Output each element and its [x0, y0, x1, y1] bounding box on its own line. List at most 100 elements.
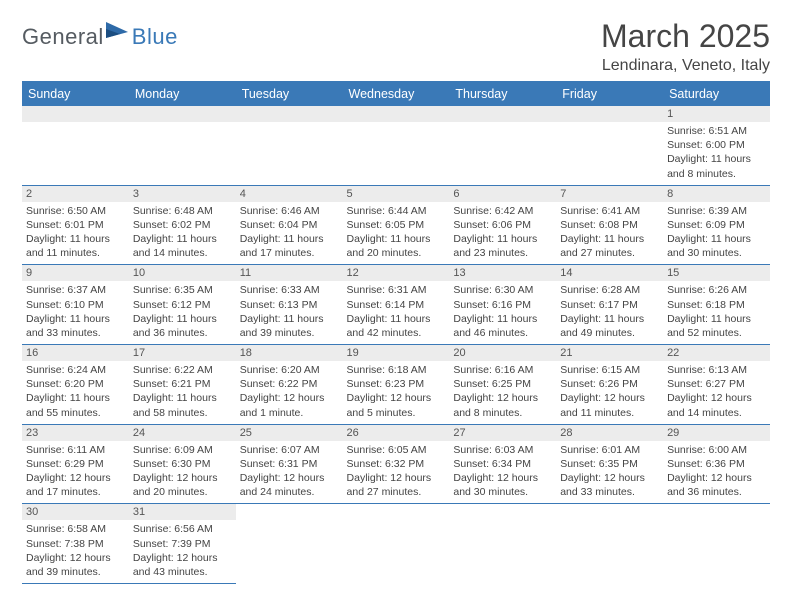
day-number-empty	[556, 106, 663, 122]
sunrise-text: Sunrise: 6:42 AM	[453, 204, 552, 218]
day-number: 19	[343, 345, 450, 361]
day-details: Sunrise: 6:20 AMSunset: 6:22 PMDaylight:…	[236, 363, 343, 424]
calendar-cell	[343, 106, 450, 185]
sunset-text: Sunset: 6:32 PM	[347, 457, 446, 471]
day-details: Sunrise: 6:35 AMSunset: 6:12 PMDaylight:…	[129, 283, 236, 344]
day-details: Sunrise: 6:24 AMSunset: 6:20 PMDaylight:…	[22, 363, 129, 424]
sunset-text: Sunset: 6:22 PM	[240, 377, 339, 391]
daylight-text: Daylight: 12 hours and 24 minutes.	[240, 471, 339, 499]
sunset-text: Sunset: 6:20 PM	[26, 377, 125, 391]
sunrise-text: Sunrise: 6:22 AM	[133, 363, 232, 377]
day-details: Sunrise: 6:48 AMSunset: 6:02 PMDaylight:…	[129, 204, 236, 265]
day-number: 20	[449, 345, 556, 361]
calendar-cell: 19Sunrise: 6:18 AMSunset: 6:23 PMDayligh…	[343, 345, 450, 425]
sunrise-text: Sunrise: 6:44 AM	[347, 204, 446, 218]
sunset-text: Sunset: 6:01 PM	[26, 218, 125, 232]
day-number-empty	[343, 106, 450, 122]
day-details: Sunrise: 6:31 AMSunset: 6:14 PMDaylight:…	[343, 283, 450, 344]
sunrise-text: Sunrise: 6:31 AM	[347, 283, 446, 297]
day-number: 17	[129, 345, 236, 361]
daylight-text: Daylight: 11 hours and 14 minutes.	[133, 232, 232, 260]
calendar-cell: 4 Sunrise: 6:46 AMSunset: 6:04 PMDaylight…	[236, 185, 343, 265]
sunrise-text: Sunrise: 6:18 AM	[347, 363, 446, 377]
calendar-cell: 29Sunrise: 6:00 AMSunset: 6:36 PMDayligh…	[663, 424, 770, 504]
month-title: March 2025	[601, 18, 770, 55]
sunset-text: Sunset: 6:35 PM	[560, 457, 659, 471]
sunset-text: Sunset: 6:05 PM	[347, 218, 446, 232]
sunset-text: Sunset: 6:29 PM	[26, 457, 125, 471]
day-number: 2	[22, 186, 129, 202]
sunset-text: Sunset: 6:30 PM	[133, 457, 232, 471]
sunset-text: Sunset: 6:00 PM	[667, 138, 766, 152]
day-number: 31	[129, 504, 236, 520]
day-details: Sunrise: 6:28 AMSunset: 6:17 PMDaylight:…	[556, 283, 663, 344]
daylight-text: Daylight: 12 hours and 8 minutes.	[453, 391, 552, 419]
day-details: Sunrise: 6:13 AMSunset: 6:27 PMDaylight:…	[663, 363, 770, 424]
day-number: 15	[663, 265, 770, 281]
daylight-text: Daylight: 11 hours and 11 minutes.	[26, 232, 125, 260]
calendar-cell: 3Sunrise: 6:48 AMSunset: 6:02 PMDaylight…	[129, 185, 236, 265]
sunrise-text: Sunrise: 6:01 AM	[560, 443, 659, 457]
calendar-cell: 9Sunrise: 6:37 AMSunset: 6:10 PMDaylight…	[22, 265, 129, 345]
daylight-text: Daylight: 11 hours and 23 minutes.	[453, 232, 552, 260]
sunrise-text: Sunrise: 6:05 AM	[347, 443, 446, 457]
sunrise-text: Sunrise: 6:56 AM	[133, 522, 232, 536]
day-details: Sunrise: 6:03 AMSunset: 6:34 PMDaylight:…	[449, 443, 556, 504]
daylight-text: Daylight: 11 hours and 42 minutes.	[347, 312, 446, 340]
day-details: Sunrise: 6:51 AMSunset: 6:00 PMDaylight:…	[663, 124, 770, 185]
sunset-text: Sunset: 6:27 PM	[667, 377, 766, 391]
calendar-week-row: 30Sunrise: 6:58 AMSunset: 7:38 PMDayligh…	[22, 504, 770, 584]
calendar-cell: 8Sunrise: 6:39 AMSunset: 6:09 PMDaylight…	[663, 185, 770, 265]
day-number: 24	[129, 425, 236, 441]
day-details: Sunrise: 6:46 AMSunset: 6:04 PMDaylight:…	[236, 204, 343, 265]
daylight-text: Daylight: 12 hours and 14 minutes.	[667, 391, 766, 419]
day-number: 18	[236, 345, 343, 361]
calendar-cell: 14Sunrise: 6:28 AMSunset: 6:17 PMDayligh…	[556, 265, 663, 345]
day-number: 1	[663, 106, 770, 122]
sunrise-text: Sunrise: 6:00 AM	[667, 443, 766, 457]
calendar-week-row: 1 Sunrise: 6:51 AMSunset: 6:00 PMDaylight…	[22, 106, 770, 185]
daylight-text: Daylight: 12 hours and 17 minutes.	[26, 471, 125, 499]
calendar-cell: 27 Sunrise: 6:03 AMSunset: 6:34 PMDayligh…	[449, 424, 556, 504]
day-details: Sunrise: 6:26 AMSunset: 6:18 PMDaylight:…	[663, 283, 770, 344]
sunrise-text: Sunrise: 6:48 AM	[133, 204, 232, 218]
calendar-table: Sunday Monday Tuesday Wednesday Thursday…	[22, 81, 770, 584]
calendar-cell: 30Sunrise: 6:58 AMSunset: 7:38 PMDayligh…	[22, 504, 129, 584]
sunset-text: Sunset: 6:10 PM	[26, 298, 125, 312]
day-number: 10	[129, 265, 236, 281]
sunrise-text: Sunrise: 6:35 AM	[133, 283, 232, 297]
day-details: Sunrise: 6:15 AMSunset: 6:26 PMDaylight:…	[556, 363, 663, 424]
logo-text-blue: Blue	[132, 24, 178, 50]
sunrise-text: Sunrise: 6:26 AM	[667, 283, 766, 297]
calendar-cell: 16Sunrise: 6:24 AMSunset: 6:20 PMDayligh…	[22, 345, 129, 425]
daylight-text: Daylight: 12 hours and 36 minutes.	[667, 471, 766, 499]
calendar-cell: 26Sunrise: 6:05 AMSunset: 6:32 PMDayligh…	[343, 424, 450, 504]
day-number: 26	[343, 425, 450, 441]
day-details: Sunrise: 6:09 AMSunset: 6:30 PMDaylight:…	[129, 443, 236, 504]
calendar-cell	[236, 106, 343, 185]
daylight-text: Daylight: 12 hours and 39 minutes.	[26, 551, 125, 579]
day-details: Sunrise: 6:56 AMSunset: 7:39 PMDaylight:…	[129, 522, 236, 583]
logo: General Blue	[22, 24, 178, 50]
day-number: 11	[236, 265, 343, 281]
sunset-text: Sunset: 6:12 PM	[133, 298, 232, 312]
daylight-text: Daylight: 11 hours and 30 minutes.	[667, 232, 766, 260]
calendar-cell: 28Sunrise: 6:01 AMSunset: 6:35 PMDayligh…	[556, 424, 663, 504]
sunset-text: Sunset: 6:17 PM	[560, 298, 659, 312]
daylight-text: Daylight: 11 hours and 39 minutes.	[240, 312, 339, 340]
sunset-text: Sunset: 6:34 PM	[453, 457, 552, 471]
day-number: 30	[22, 504, 129, 520]
logo-text-general: General	[22, 24, 104, 50]
day-number: 4	[236, 186, 343, 202]
day-number: 9	[22, 265, 129, 281]
calendar-cell	[236, 504, 343, 584]
calendar-week-row: 9Sunrise: 6:37 AMSunset: 6:10 PMDaylight…	[22, 265, 770, 345]
calendar-cell: 31 Sunrise: 6:56 AMSunset: 7:39 PMDayligh…	[129, 504, 236, 584]
sunset-text: Sunset: 6:13 PM	[240, 298, 339, 312]
calendar-cell: 17Sunrise: 6:22 AMSunset: 6:21 PMDayligh…	[129, 345, 236, 425]
sunset-text: Sunset: 6:31 PM	[240, 457, 339, 471]
sunrise-text: Sunrise: 6:07 AM	[240, 443, 339, 457]
day-number: 27	[449, 425, 556, 441]
sunset-text: Sunset: 6:36 PM	[667, 457, 766, 471]
calendar-cell: 12Sunrise: 6:31 AMSunset: 6:14 PMDayligh…	[343, 265, 450, 345]
